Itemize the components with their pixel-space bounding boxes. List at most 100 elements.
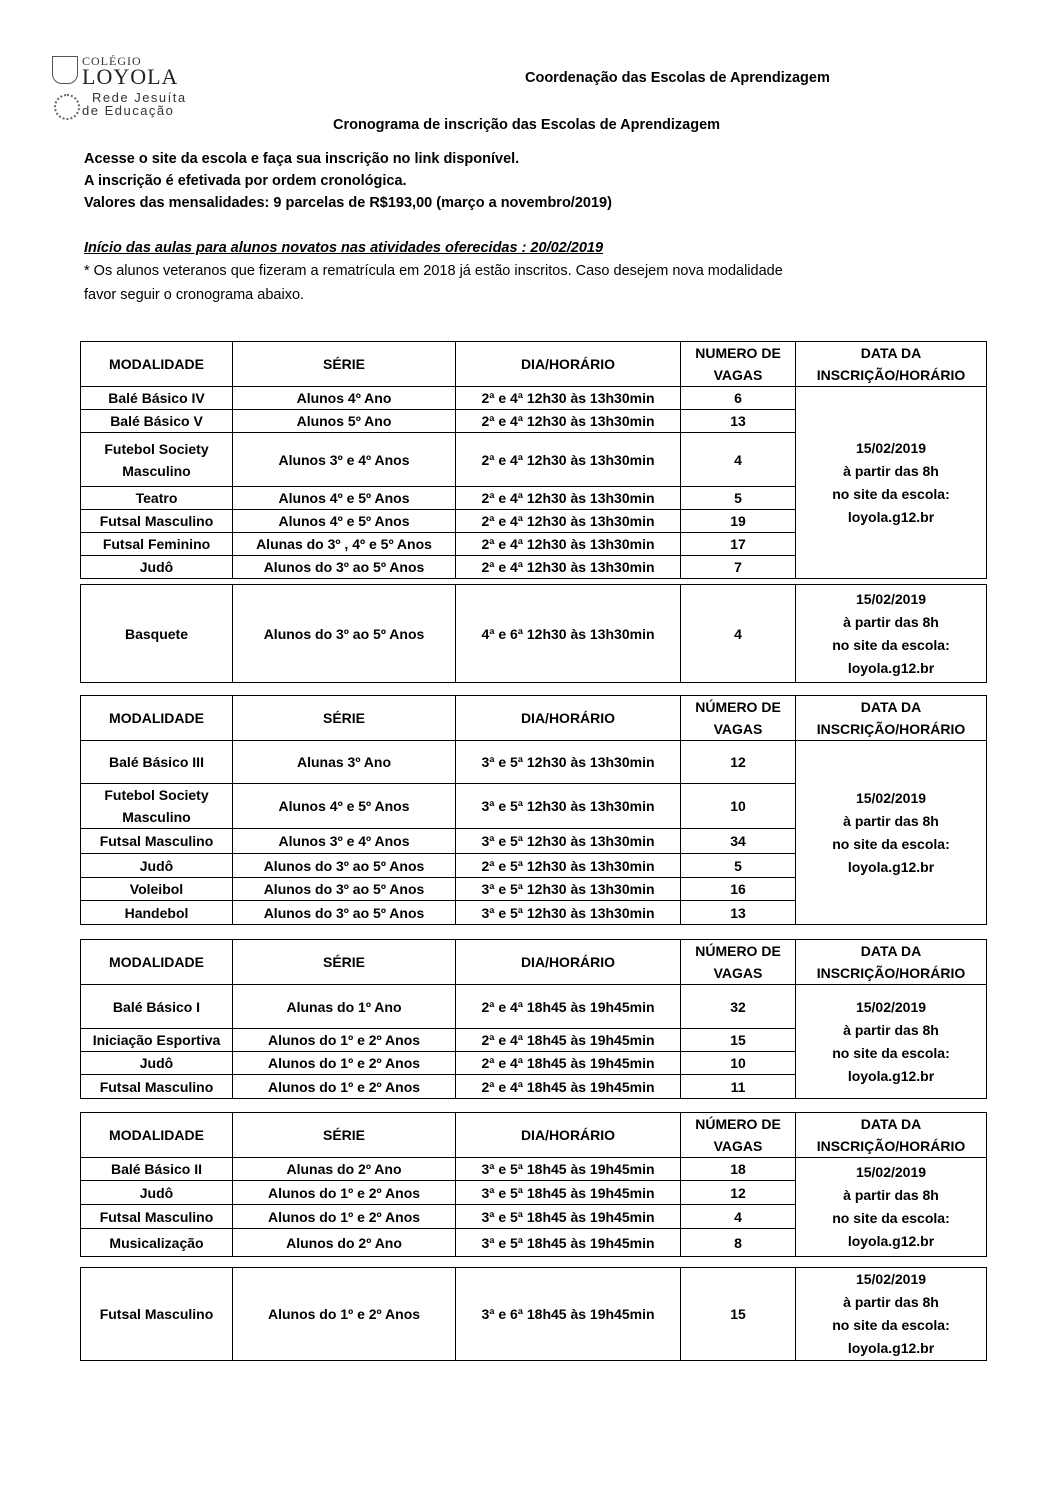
column-header: SÉRIE [232,695,456,741]
registration-line: à partir das 8h [843,812,939,829]
schedule-cell: 2ª e 4ª 18h45 às 19h45min [455,1051,681,1075]
registration-line: 15/02/2019 [855,439,927,456]
table-row: Musicalização Alunos do 2º Ano 3ª e 5ª 18h… [80,1228,987,1257]
modality-cell: Handebol [80,900,233,925]
schedule-cell: 2ª e 4ª 18h45 às 19h45min [455,984,681,1029]
vacancies-cell: 5 [680,853,796,878]
table-row: Futsal Masculino Alunos do 1º e 2º Anos 3ª… [80,1204,987,1229]
table-header-row: MODALIDADE SÉRIE DIA/HORÁRIO NÚMERO DE VAGA… [80,1112,987,1158]
table-row: Teatro Alunos 4º e 5º Anos 2ª e 4ª 12h30 à… [80,486,987,510]
column-header: SÉRIE [232,1112,456,1158]
grade-cell: Alunos do 1º e 2º Anos [232,1074,456,1099]
modality-cell: Basquete [80,584,233,683]
vacancies-cell: 8 [680,1228,796,1257]
modality-cell: Balé Básico V [80,409,233,433]
table-row: Futsal Masculino Alunos 4º e 5º Anos 2ª e … [80,509,987,533]
table-row: Futsal Feminino Alunas do 3º , 4º e 5º An… [80,532,987,556]
registration-line: 15/02/2019 [855,998,927,1015]
schedule-cell: 2ª e 4ª 18h45 às 19h45min [455,1074,681,1099]
table-row: Futsal Masculino Alunos do 1º e 2º Anos 2ª… [80,1074,987,1099]
grade-cell: Alunos do 3º ao 5º Anos [232,853,456,878]
modality-cell: Balé Básico II [80,1157,233,1181]
modality-cell: Futsal Masculino [80,509,233,533]
table-row: Iniciação Esportiva Alunos do 1º e 2º Ano… [80,1028,987,1052]
start-date-line: Início das aulas para alunos novatos nas… [84,240,604,256]
grade-cell: Alunos do 1º e 2º Anos [232,1204,456,1229]
modality-cell: Musicalização [80,1228,233,1257]
grade-cell: Alunas do 3º , 4º e 5º Anos [232,532,456,556]
note-line: favor seguir o cronograma abaixo. [84,287,305,303]
registration-line: no site da escola: [832,1044,950,1061]
grade-cell: Alunos 4º Ano [232,386,456,410]
grade-cell: Alunos do 3º ao 5º Anos [232,555,456,579]
table-row: Voleibol Alunos do 3º ao 5º Anos 3ª e 5ª 1… [80,877,987,901]
grade-cell: Alunos do 1º e 2º Anos [232,1051,456,1075]
schedule-cell: 2ª e 4ª 12h30 às 13h30min [455,409,681,433]
modality-cell: Judô [80,853,233,878]
column-header: DIA/HORÁRIO [455,939,681,985]
registration-line: loyola.g12.br [847,858,935,875]
grade-cell: Alunos do 3º ao 5º Anos [232,900,456,925]
registration-line: loyola.g12.br [847,659,935,676]
column-header: SÉRIE [232,341,456,387]
modality-cell: Futsal Masculino [80,828,233,854]
registration-line: à partir das 8h [843,613,939,630]
registration-line: à partir das 8h [843,1021,939,1038]
registration-line: 15/02/2019 [855,1271,927,1287]
column-header: DIA/HORÁRIO [455,341,681,387]
registration-cell: 15/02/2019 à partir das 8h no site da esco… [795,1267,987,1361]
schedule-table: Futsal Masculino Alunos do 1º e 2º Anos 3ª… [80,1267,987,1361]
column-header: DATA DA INSCRIÇÃO/HORÁRIO [795,939,987,985]
schedule-cell: 3ª e 5ª 18h45 às 19h45min [455,1180,681,1205]
registration-line: à partir das 8h [843,1187,939,1203]
schedule-table: Basquete Alunos do 3º ao 5º Anos 4ª e 6ª 1… [80,584,987,683]
schedule-cell: 2ª e 4ª 12h30 às 13h30min [455,509,681,533]
vacancies-cell: 4 [680,1204,796,1229]
vacancies-cell: 16 [680,877,796,901]
modality-cell: Futsal Masculino [80,1267,233,1361]
vacancies-cell: 11 [680,1074,796,1099]
grade-cell: Alunos do 3º ao 5º Anos [232,584,456,683]
vacancies-cell: 5 [680,486,796,510]
grade-cell: Alunos do 2º Ano [232,1228,456,1257]
table-row: Judô Alunos do 3º ao 5º Anos 2ª e 4ª 12h30… [80,555,987,579]
schedule-cell: 2ª e 4ª 12h30 às 13h30min [455,486,681,510]
vacancies-cell: 19 [680,509,796,533]
schedule-cell: 2ª e 4ª 18h45 às 19h45min [455,1028,681,1052]
grade-cell: Alunos do 3º ao 5º Anos [232,877,456,901]
column-header: NÚMERO DE VAGAS [680,939,796,985]
grade-cell: Alunos 4º e 5º Anos [232,486,456,510]
grade-cell: Alunos 5º Ano [232,409,456,433]
modality-cell: Futebol Society Masculino [80,432,233,487]
vacancies-cell: 18 [680,1157,796,1181]
modality-cell: Teatro [80,486,233,510]
column-header: SÉRIE [232,939,456,985]
vacancies-cell: 13 [680,900,796,925]
schedule-cell: 3ª e 5ª 12h30 às 13h30min [455,783,681,829]
note-line: * Os alunos veteranos que fizeram a rema… [84,263,783,279]
modality-cell: Voleibol [80,877,233,901]
table-row: Futebol Society Masculino Alunos 3º e 4º … [80,432,987,487]
column-header: NÚMERO DE VAGAS [680,1112,796,1158]
vacancies-cell: 12 [680,1180,796,1205]
table-row: Basquete Alunos do 3º ao 5º Anos 4ª e 6ª 1… [80,584,987,683]
table-row: Handebol Alunos do 3º ao 5º Anos 3ª e 5ª 1… [80,900,987,925]
schedule-cell: 3ª e 5ª 12h30 às 13h30min [455,900,681,925]
modality-cell: Judô [80,1180,233,1205]
school-logo: COLÉGIO LOYOLA Rede Jesuíta de Educação [52,52,197,120]
vacancies-cell: 17 [680,532,796,556]
column-header: NUMERO DE VAGAS [680,341,796,387]
logo-text: Rede Jesuíta [92,90,187,105]
registration-line: no site da escola: [832,835,950,852]
column-header: DATA DA INSCRIÇÃO/HORÁRIO [795,341,987,387]
table-row: Judô Alunos do 1º e 2º Anos 3ª e 5ª 18h45 … [80,1180,987,1205]
registration-line: 15/02/2019 [855,1164,927,1180]
table-row: Balé Básico III Alunas 3º Ano 3ª e 5ª 12h3… [80,740,987,925]
grade-cell: Alunas do 1º Ano [232,984,456,1029]
intro-line: Acesse o site da escola e faça sua inscr… [84,151,520,167]
modality-cell: Balé Básico I [80,984,233,1029]
schedule-cell: 3ª e 5ª 18h45 às 19h45min [455,1228,681,1257]
table-row: Futebol Society Masculino Alunos 4º e 5º … [80,783,987,829]
schedule-table: MODALIDADE SÉRIE DIA/HORÁRIO NÚMERO DE VAGA… [80,695,987,925]
